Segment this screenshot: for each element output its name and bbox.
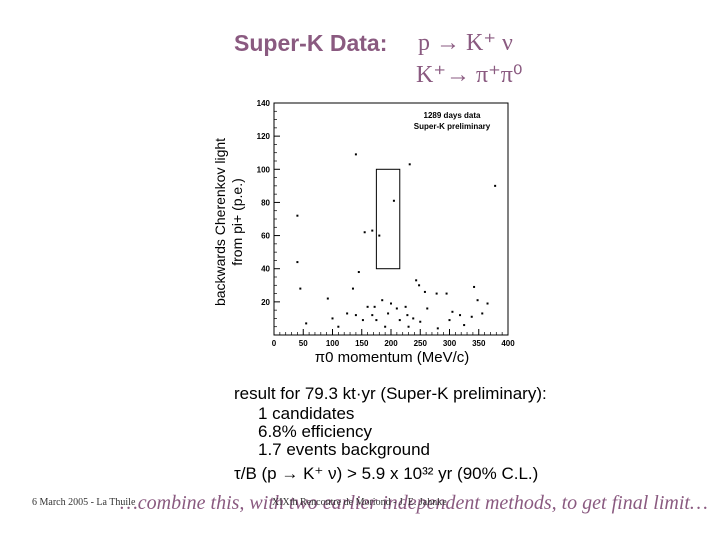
y-tick-label: 20 (261, 298, 270, 307)
data-point (407, 325, 410, 328)
data-point (494, 184, 497, 187)
data-point (326, 297, 329, 300)
data-point (470, 315, 473, 318)
x-tick-label: 400 (501, 339, 515, 348)
x-tick-label: 50 (299, 339, 308, 348)
decay-channel-2: K⁺→ π⁺π⁰ (416, 62, 523, 88)
data-point (426, 307, 429, 310)
data-point (351, 287, 354, 290)
data-point (448, 319, 451, 322)
plot-frame (273, 102, 509, 336)
data-point (408, 163, 411, 166)
x-tick-label: 150 (355, 339, 369, 348)
data-point (406, 314, 409, 317)
y-axis-label-line-1: backwards Cherenkov light (212, 138, 228, 306)
x-tick-label: 350 (472, 339, 486, 348)
y-tick-label: 140 (257, 99, 271, 108)
data-point (476, 299, 479, 302)
data-point (435, 292, 438, 295)
data-point (299, 287, 302, 290)
x-tick-label: 200 (384, 339, 398, 348)
x-axis-label: π0 momentum (MeV/c) (315, 349, 470, 366)
data-point (392, 199, 395, 202)
y-tick-label: 60 (261, 232, 270, 241)
y-tick-label: 40 (261, 265, 270, 274)
data-point (486, 302, 489, 305)
data-point (395, 307, 398, 310)
data-point (366, 305, 369, 308)
data-point (412, 317, 415, 320)
result-title: result for 79.3 kt·yr (Super-K prelimina… (234, 384, 547, 403)
y-axis-label-line-2: from pi+ (p.e.) (229, 178, 245, 266)
footer-date: 6 March 2005 - La Thuile (32, 497, 136, 508)
data-point (371, 229, 374, 232)
data-point (436, 327, 439, 330)
result-line-2: 6.8% efficiency (258, 422, 373, 441)
data-point (387, 312, 390, 315)
data-point (354, 153, 357, 156)
footer-event: XIXth Rencontre de Moriond - J. E. Jahnk… (272, 497, 447, 508)
data-point (296, 261, 299, 264)
y-tick-label: 120 (257, 132, 271, 141)
data-point (346, 312, 349, 315)
slide-title: Super-K Data: (234, 30, 388, 56)
data-point (418, 284, 421, 287)
data-point (451, 310, 454, 313)
x-tick-label: 300 (443, 339, 457, 348)
y-tick-label: 80 (261, 198, 270, 207)
data-point (415, 279, 418, 282)
data-point (390, 302, 392, 305)
chart-annotation: 1289 days data (424, 111, 481, 120)
data-point (373, 305, 376, 308)
signal-region-box (375, 168, 401, 270)
y-tick-label: 100 (257, 165, 271, 174)
data-point (463, 324, 466, 327)
data-point (361, 319, 364, 322)
data-point (459, 314, 462, 317)
data-point (363, 231, 366, 234)
data-point (371, 314, 374, 317)
data-point (381, 299, 384, 302)
data-point (357, 271, 360, 274)
closing-note: …combine this, with two earlier independ… (120, 492, 708, 514)
data-point (481, 312, 484, 315)
data-point (398, 319, 401, 322)
data-point (378, 234, 381, 237)
data-point (305, 322, 308, 325)
result-line-3: 1.7 events background (258, 440, 431, 459)
decay-channel-1: p → K⁺ ν (418, 30, 513, 56)
data-point (419, 320, 422, 323)
data-point (445, 292, 448, 295)
data-point (404, 305, 407, 308)
data-point (331, 317, 334, 320)
chart-annotation: Super-K preliminary (414, 122, 491, 131)
x-tick-label: 100 (326, 339, 340, 348)
data-point (384, 325, 387, 328)
data-point (354, 314, 357, 317)
data-point (375, 319, 378, 322)
x-tick-label: 0 (272, 339, 277, 348)
x-tick-label: 250 (414, 339, 428, 348)
data-point (473, 285, 476, 288)
lifetime-limit: τ/B (p → K⁺ ν) > 5.9 x 10³² yr (90% C.L.… (234, 464, 539, 483)
data-point (296, 214, 299, 217)
data-point (423, 290, 426, 293)
result-line-1: 1 candidates (258, 404, 355, 423)
data-point (337, 325, 340, 328)
